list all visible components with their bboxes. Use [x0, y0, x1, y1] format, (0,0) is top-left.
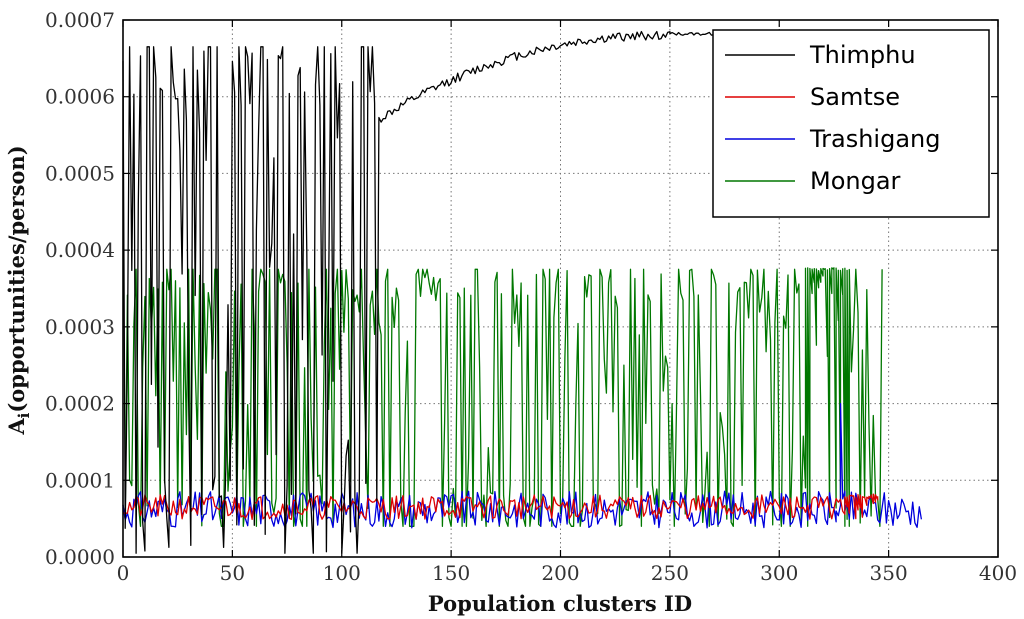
x-tick-label: 250 — [651, 561, 689, 585]
y-axis-label-main: A — [4, 418, 29, 436]
x-tick-label: 400 — [979, 561, 1017, 585]
y-tick-label: 0.0001 — [45, 468, 115, 492]
legend-label-mongar: Mongar — [810, 167, 901, 195]
y-tick-label: 0.0007 — [45, 8, 115, 32]
x-tick-label: 300 — [760, 561, 798, 585]
legend-label-samtse: Samtse — [810, 83, 900, 111]
y-axis: 0.0000 0.0001 0.0002 0.0003 0.0004 0.0005 0.00… — [45, 8, 998, 569]
x-tick-label: 150 — [432, 561, 470, 585]
series-line-mongar — [122, 267, 883, 527]
y-tick-label: 0.0004 — [45, 238, 115, 262]
x-tick-label: 200 — [541, 561, 579, 585]
y-tick-label: 0.0005 — [45, 161, 115, 185]
series-line-thimphu — [122, 30, 736, 554]
y-axis-label-rest: (opportunities/person) — [4, 145, 29, 412]
legend-label-trashigang: Trashigang — [809, 125, 940, 153]
series-layer — [122, 30, 923, 554]
y-axis-label-subscript: i — [15, 412, 33, 418]
y-axis-label: Ai(opportunities/person) — [4, 145, 33, 435]
y-tick-label: 0.0000 — [45, 545, 115, 569]
x-tick-label: 0 — [117, 561, 130, 585]
legend-box — [712, 29, 990, 218]
x-tick-label: 350 — [870, 561, 908, 585]
x-axis-label: Population clusters ID — [428, 591, 692, 616]
x-axis: 0 50 100 150 200 250 300 350 400 — [117, 20, 1017, 585]
x-tick-label: 100 — [323, 561, 361, 585]
y-tick-label: 0.0003 — [45, 315, 115, 339]
legend-label-thimphu: Thimphu — [809, 41, 916, 69]
legend: Thimphu Samtse Trashigang Mongar — [712, 29, 990, 218]
x-tick-label: 50 — [220, 561, 245, 585]
y-tick-label: 0.0006 — [45, 85, 115, 109]
y-tick-label: 0.0002 — [45, 392, 115, 416]
